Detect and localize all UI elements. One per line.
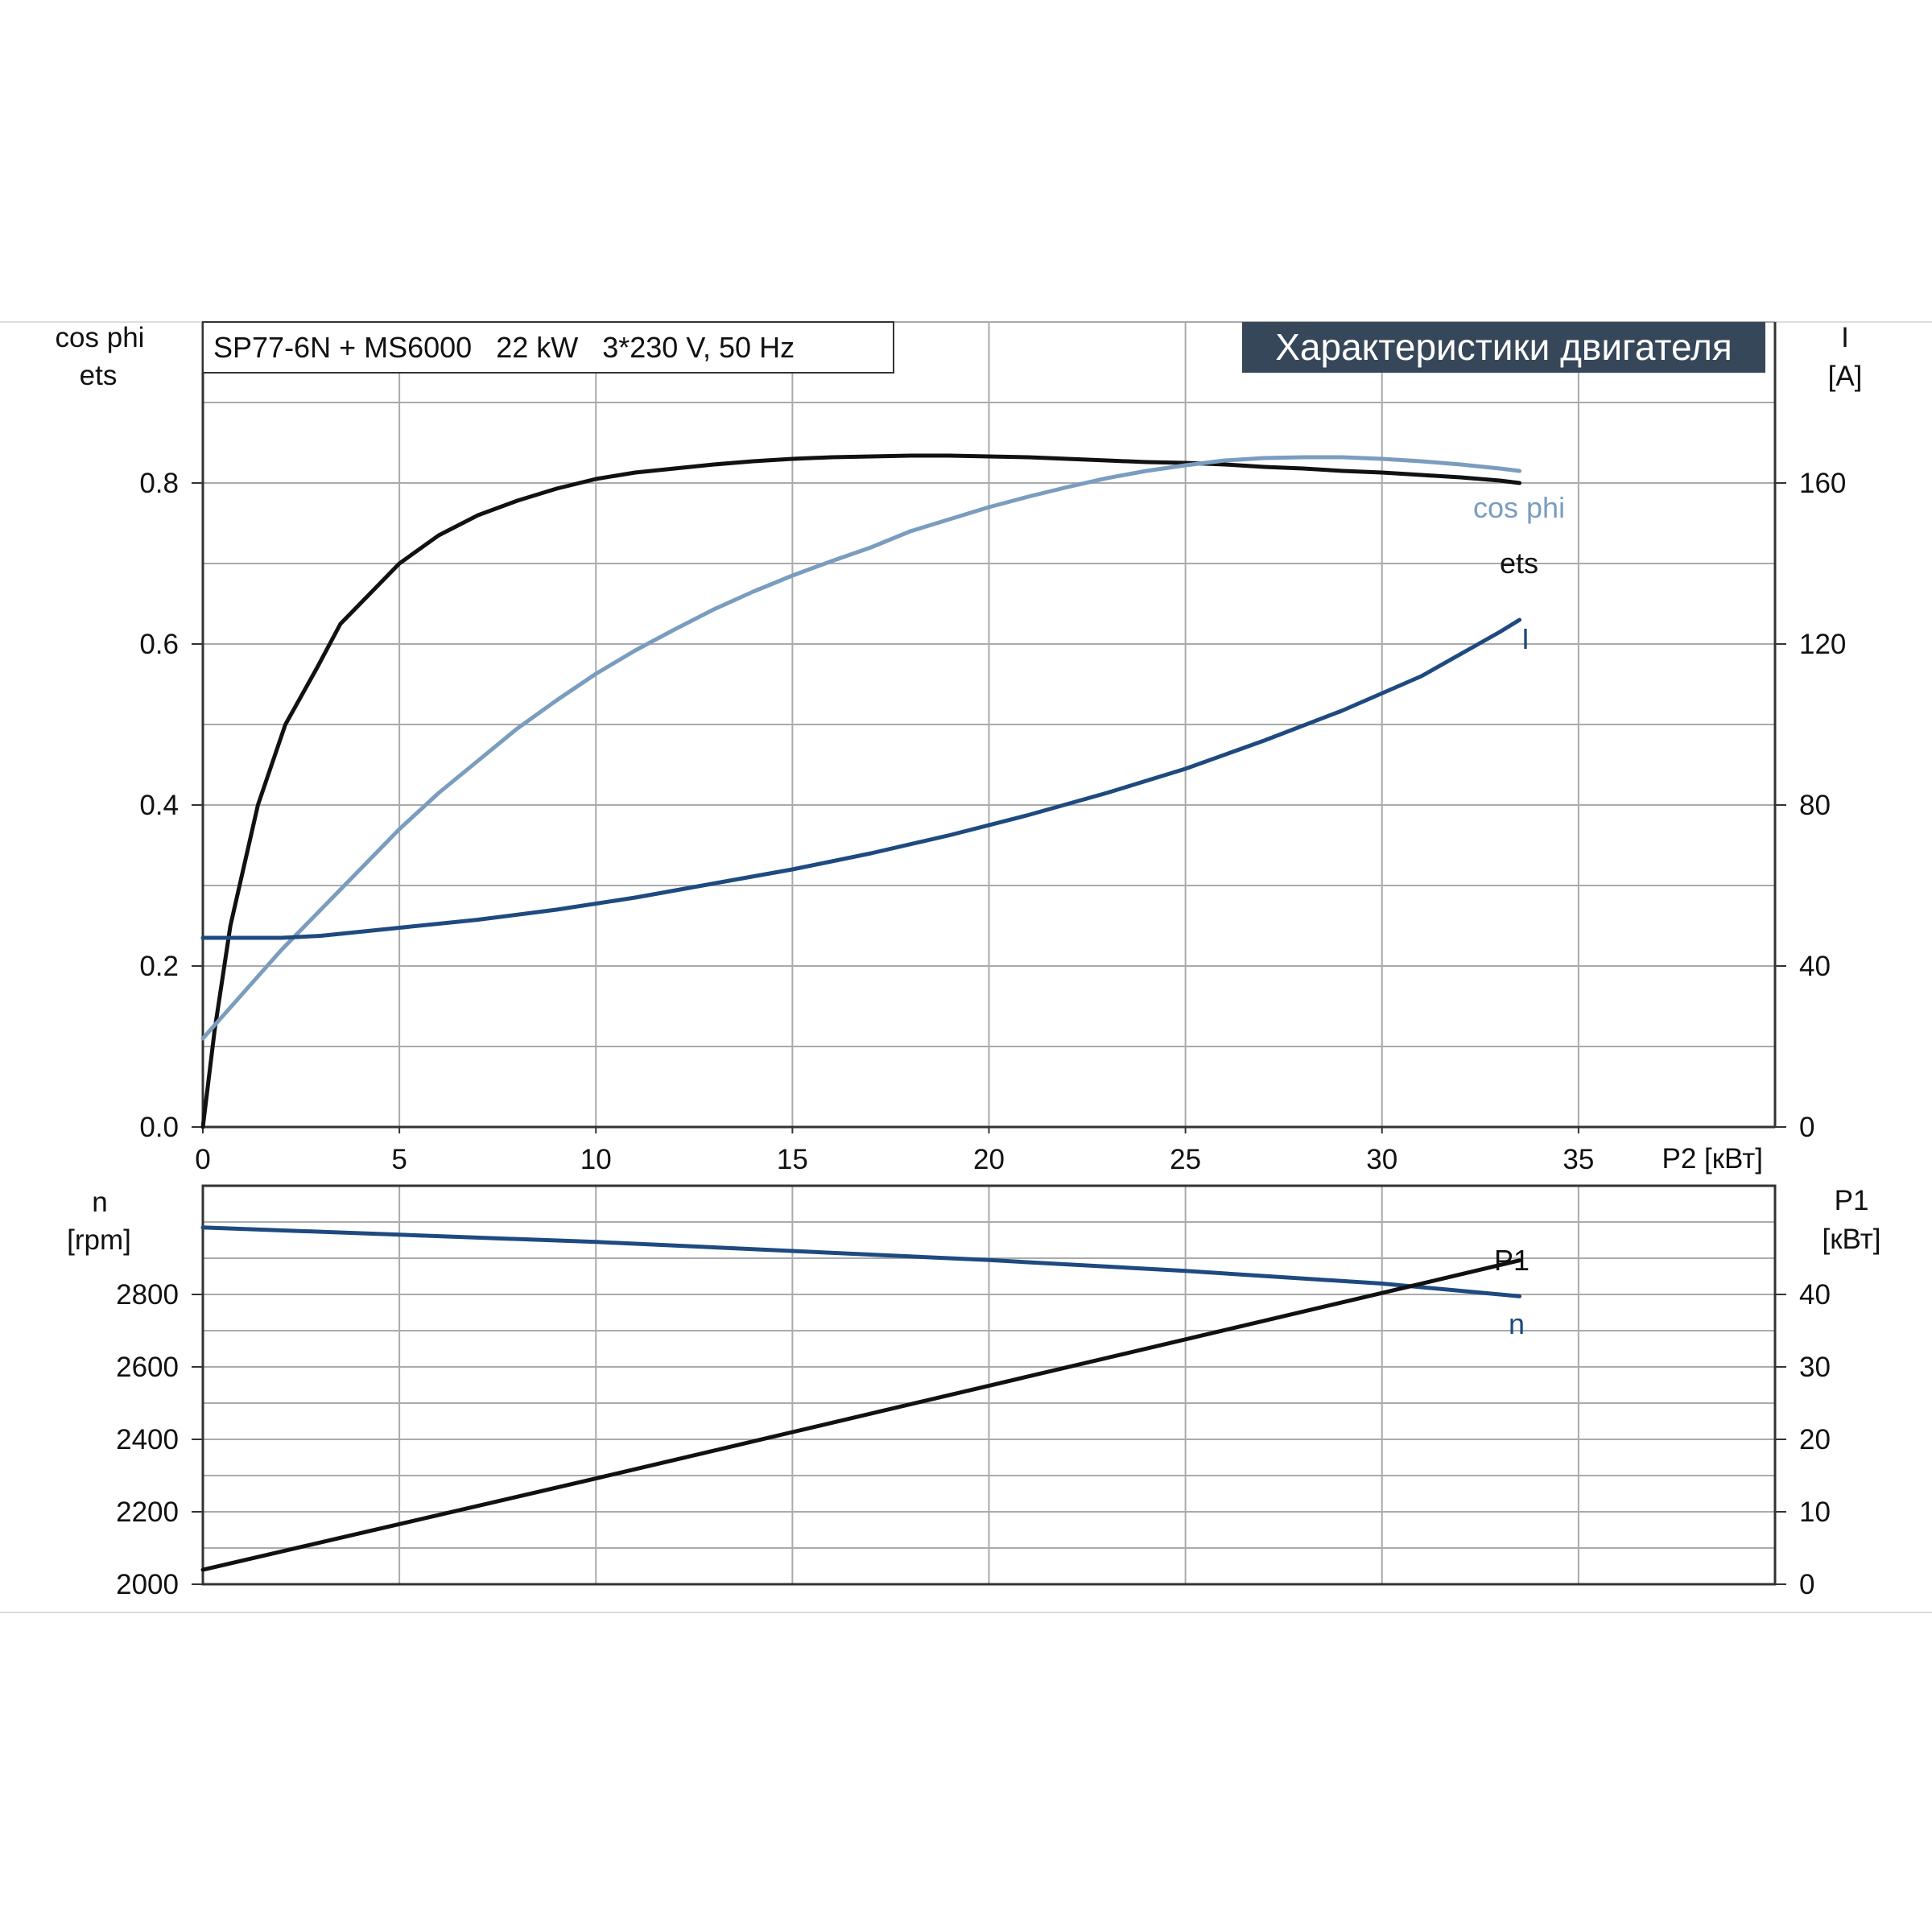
right-tick-label: 160 <box>1799 468 1846 499</box>
series-label-cosphi: cos phi <box>1473 491 1565 524</box>
x-tick-label: 25 <box>1170 1144 1201 1175</box>
top-panel-ticks: 0 5 10 15 20 25 30 35 0.0 0.2 0.4 0.6 0.8 0 40 80 120 160 <box>139 468 1846 1175</box>
x-tick-label: 0 <box>195 1144 210 1175</box>
right-tick-label: 0 <box>1799 1569 1814 1600</box>
right-axis-unit-current: [A] <box>1828 361 1863 392</box>
left-tick-label: 2800 <box>116 1279 179 1311</box>
right-tick-label: 0 <box>1799 1112 1814 1143</box>
right-tick-label: 80 <box>1799 790 1831 821</box>
left-tick-label: 2400 <box>116 1424 179 1455</box>
left-tick-label: 2600 <box>116 1352 179 1383</box>
x-tick-label: 35 <box>1563 1144 1594 1175</box>
left-tick-label: 2000 <box>116 1569 179 1600</box>
x-tick-label: 10 <box>580 1144 612 1175</box>
x-axis-title-p2: P2 [кВт] <box>1662 1143 1763 1174</box>
bottom-panel-ticks: 2000 2200 2400 2600 2800 0 10 20 30 40 <box>116 1279 1831 1600</box>
left-axis-unit-speed: [rpm] <box>67 1224 131 1256</box>
x-tick-label: 15 <box>777 1144 808 1175</box>
right-tick-label: 20 <box>1799 1424 1831 1455</box>
series-label-p1: P1 <box>1494 1244 1530 1277</box>
left-axis-title-cosphi: cos phi <box>56 322 145 353</box>
left-tick-label: 0.2 <box>139 951 179 982</box>
left-axis-title-ets: ets <box>80 360 118 391</box>
series-line-p1 <box>200 1258 1522 1572</box>
left-tick-label: 0.6 <box>139 629 179 660</box>
series-label-speed: n <box>1509 1307 1525 1340</box>
series-line-n <box>200 1225 1522 1298</box>
left-tick-label: 2200 <box>116 1496 179 1528</box>
right-tick-label: 40 <box>1799 1279 1831 1311</box>
left-tick-label: 0.8 <box>139 468 179 499</box>
right-tick-label: 30 <box>1799 1352 1831 1383</box>
series-label-ets: ets <box>1500 547 1538 580</box>
x-tick-label: 30 <box>1366 1144 1397 1175</box>
series-label-current: I <box>1521 622 1530 655</box>
left-tick-label: 0.0 <box>139 1112 179 1143</box>
right-axis-unit-p1: [кВт] <box>1823 1224 1881 1255</box>
bottom-panel-grid <box>203 1186 1775 1584</box>
banner-title: Характеристики двигателя <box>1275 326 1732 368</box>
right-axis-title-p1: P1 <box>1835 1185 1869 1216</box>
series-line-i <box>200 617 1522 940</box>
bottom-panel-series <box>200 1225 1522 1572</box>
series-line-cos-phi <box>200 455 1522 1041</box>
model-legend-box <box>202 321 894 374</box>
left-tick-label: 0.4 <box>139 790 179 821</box>
bottom-panel-frame <box>201 1184 1777 1586</box>
left-axis-title-speed: n <box>92 1187 107 1218</box>
right-tick-label: 40 <box>1799 951 1831 982</box>
x-tick-label: 5 <box>391 1144 407 1175</box>
right-tick-label: 120 <box>1799 629 1846 660</box>
x-tick-label: 20 <box>973 1144 1005 1175</box>
banner-background <box>1242 322 1765 373</box>
model-label: SP77-6N + MS6000 22 kW 3*230 V, 50 Hz <box>213 331 795 364</box>
right-axis-title-current: I <box>1841 322 1849 353</box>
right-tick-label: 10 <box>1799 1496 1831 1528</box>
series-line-ets <box>200 453 1522 1129</box>
top-panel-series <box>200 453 1522 1129</box>
